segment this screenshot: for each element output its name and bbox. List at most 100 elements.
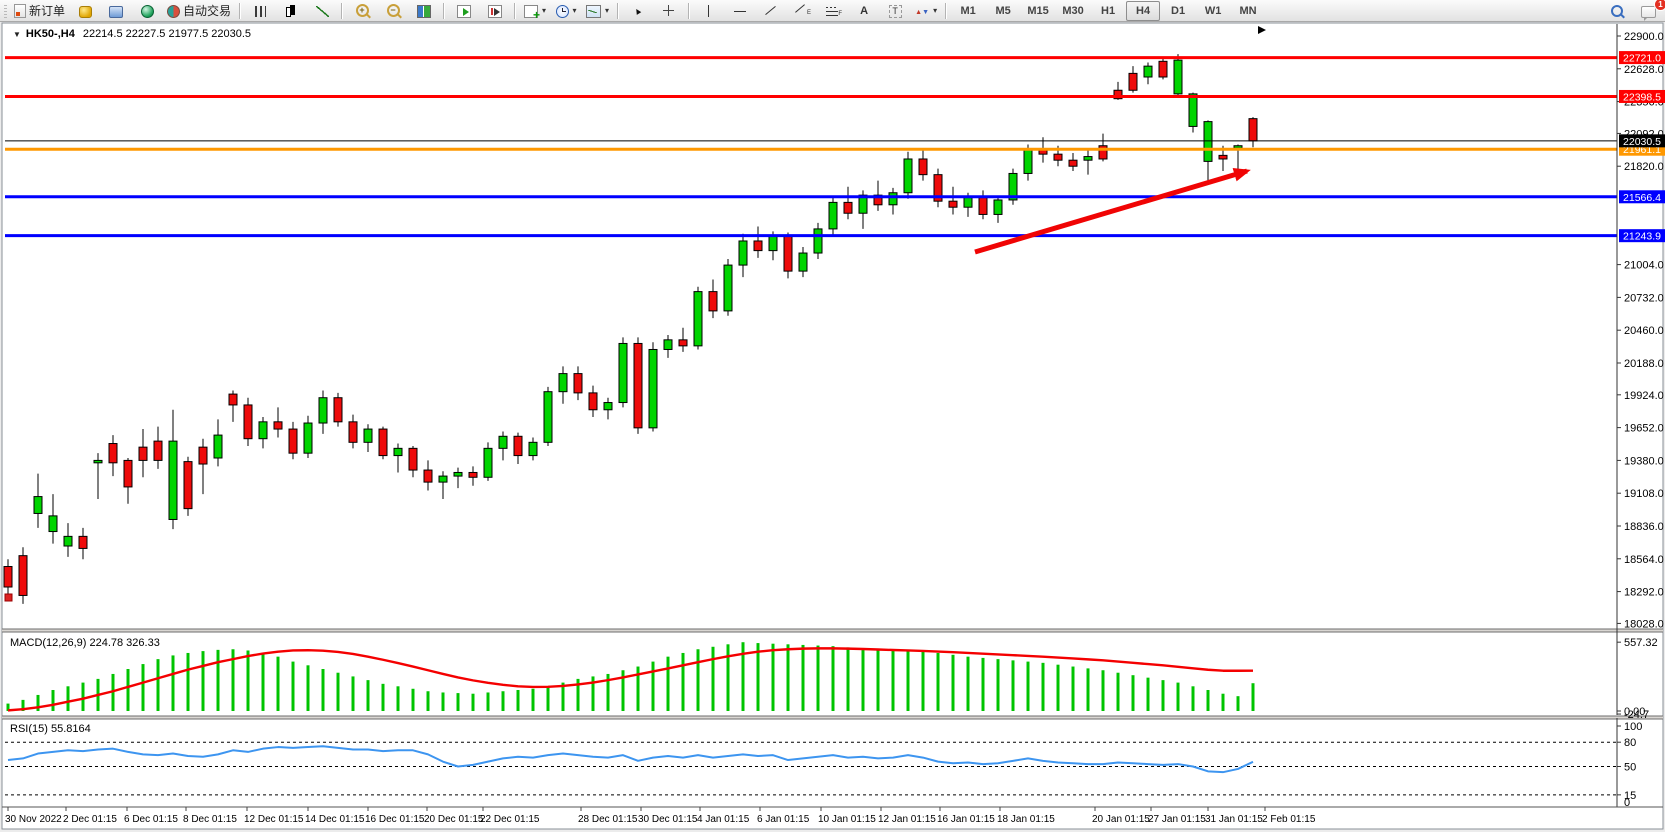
market-watch-icon [78,5,92,18]
text-label-button[interactable] [880,0,910,21]
candle-body [18,555,28,596]
text-label-icon [888,4,902,18]
price-badge-label: 22721.0 [1623,53,1661,65]
price-tick-label: 22628.0 [1624,64,1664,76]
candle-body [978,197,988,215]
navigator-button[interactable] [101,0,131,21]
macd-histogram-bar [591,676,595,711]
candle-body [168,440,178,520]
candle-body [603,402,613,411]
fibonacci-button[interactable] [818,0,848,21]
price-tick-label: 21004.0 [1624,260,1664,272]
timeframe-w1-button[interactable]: W1 [1204,4,1222,17]
timeframe-mn-button[interactable]: MN [1239,4,1257,17]
dropdown-caret-icon[interactable]: ▾ [572,6,577,15]
chart-symbol-period: HK50-,H4 [25,28,75,40]
text-icon [857,4,871,18]
timeframe-m15-button[interactable]: M15 [1027,4,1049,17]
bar-chart-button[interactable] [245,0,275,21]
timeframe-m1-button[interactable]: M1 [960,4,976,17]
price-tick-label: 18292.0 [1624,587,1664,599]
text-button[interactable] [849,0,879,21]
trend-arrow[interactable] [974,168,1251,255]
macd-histogram-bar [741,642,745,711]
macd-histogram-bar [231,649,235,711]
timeframe-h1-button[interactable]: H1 [1101,4,1116,17]
templates-icon [586,4,602,18]
market-watch-button[interactable] [70,0,100,21]
timeframe-h4-button[interactable]: H4 [1126,0,1161,21]
auto-trading-button[interactable]: 自动交易 [163,0,235,21]
dropdown-caret-icon[interactable]: ▾ [542,6,547,15]
chart-shift-marker[interactable] [1258,26,1266,34]
candle-body [963,197,973,208]
tile-windows-button[interactable] [409,0,439,21]
signals-button[interactable] [132,0,162,21]
time-tick-label: 16 Dec 01:15 [365,814,425,825]
equidistant-channel-button[interactable] [787,0,817,21]
candle-body [933,174,943,202]
new-order-button[interactable]: 新订单 [10,0,69,21]
macd-histogram-bar [726,644,730,711]
timeframe-d1-button[interactable]: D1 [1171,4,1186,17]
macd-histogram-bar [291,661,295,711]
macd-histogram-bar [411,688,415,711]
time-tick-label: 28 Dec 01:15 [578,814,638,825]
timeframe-m5-button[interactable]: M5 [995,4,1011,17]
candlestick-chart-button[interactable] [276,0,306,21]
horizontal-line-button[interactable] [725,0,755,21]
vertical-line-button[interactable] [694,0,724,21]
price-tick-label: 20732.0 [1624,292,1664,304]
candle-body [783,235,793,272]
price-badge [1619,89,1665,103]
macd-histogram-bar [546,686,550,711]
macd-histogram-bar [891,649,895,711]
candle-body [798,252,808,272]
notifications-button[interactable]: 1 [1633,0,1665,21]
crosshair-icon [662,4,676,18]
macd-histogram-bar [906,650,910,711]
candle-body [63,535,73,547]
dropdown-caret-icon[interactable]: ▾ [933,6,938,15]
new-chart-button[interactable]: ▾ [520,0,550,22]
zoom-in-button[interactable] [347,0,377,21]
line-chart-button[interactable] [307,0,337,21]
search-button[interactable] [1602,0,1632,21]
trendline-button[interactable] [756,0,786,21]
line-chart-icon [315,5,329,17]
time-tick-label: 2 Dec 01:15 [63,814,117,825]
toolbar-separator [617,2,620,19]
cursor-button[interactable] [623,0,653,21]
chevron-down-icon[interactable]: ▼ [13,30,21,39]
equidistant-channel-icon [795,4,811,20]
candle-body [708,291,718,312]
arrows-button[interactable]: ▾ [911,0,941,21]
candle-body [1098,145,1108,160]
macd-histogram-bar [366,680,370,711]
price-badge [1619,51,1665,65]
chart-plot[interactable]: 22900.022628.022356.022092.021820.021004… [0,22,1665,832]
timeframe-m30-button[interactable]: M30 [1062,4,1084,17]
object-anchor[interactable] [4,593,13,602]
panel-separator[interactable] [2,716,1663,719]
templates-button[interactable]: ▾ [582,0,613,21]
price-tick-label: 19108.0 [1624,488,1664,500]
macd-histogram-bar [21,699,25,711]
periodicity-button[interactable]: ▾ [551,0,581,21]
price-badge [1619,229,1665,243]
zoom-out-button[interactable] [378,0,408,21]
auto-scroll-button[interactable] [449,0,479,21]
panel-separator[interactable] [2,629,1663,632]
rsi-axis-label: 0 [1624,797,1630,809]
crosshair-button[interactable] [654,0,684,21]
candle-body [273,421,283,430]
dropdown-caret-icon[interactable]: ▾ [605,6,610,15]
chart-shift-button[interactable] [480,0,510,21]
rsi-axis-label: 100 [1624,721,1642,733]
macd-histogram-bar [666,656,670,711]
new-order-icon [14,3,26,18]
time-tick-label: 27 Jan 01:15 [1148,814,1206,825]
macd-histogram-bar [276,656,280,711]
price-tick-label: 21820.0 [1624,161,1664,173]
candle-body [453,471,463,477]
